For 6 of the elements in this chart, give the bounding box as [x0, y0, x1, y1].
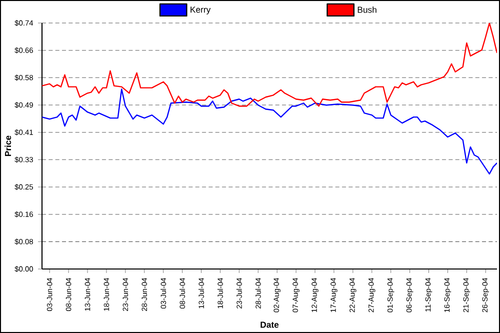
y-axis-title: Price — [4, 136, 12, 156]
line-series — [42, 88, 498, 175]
line-series — [42, 23, 498, 107]
x-axis-title: Date — [260, 322, 279, 328]
legend-label: Bush — [358, 6, 376, 13]
legend-label: Kerry — [190, 6, 211, 14]
